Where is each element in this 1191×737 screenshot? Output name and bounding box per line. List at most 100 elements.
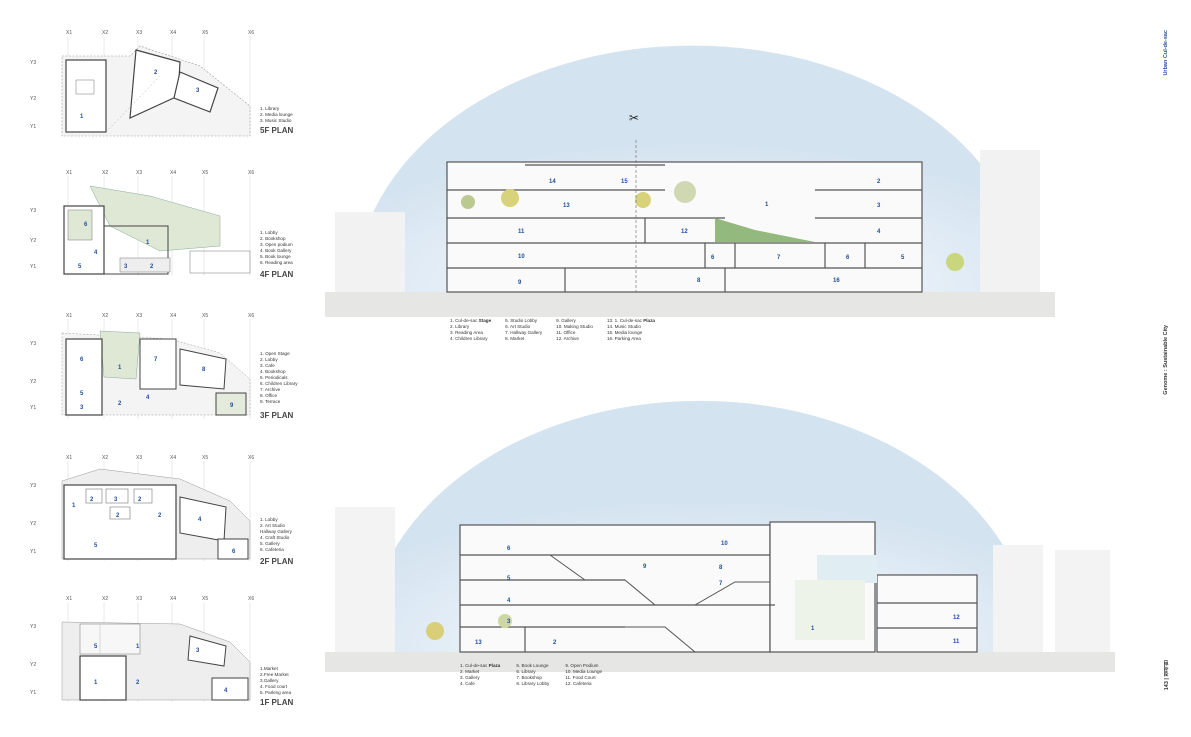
legend-item: 2. Library bbox=[450, 324, 470, 329]
legend-column: 5. Book Lounge 6. Library 7. Bookshop 8.… bbox=[516, 663, 549, 687]
space-label: 7 bbox=[719, 581, 723, 587]
room-label: 2 bbox=[116, 513, 120, 519]
plan-5f-drawing bbox=[61, 36, 251, 137]
axis-x1: X1 bbox=[66, 30, 73, 36]
axis-x6: X6 bbox=[248, 313, 255, 319]
space-label: 2 bbox=[877, 179, 881, 185]
space-label: 4 bbox=[877, 229, 881, 235]
legend-item: 3. Music Studio bbox=[260, 118, 292, 123]
axis-y3: Y3 bbox=[30, 208, 37, 214]
axis-x3: X3 bbox=[136, 455, 143, 461]
legend-item: 1. Lobby bbox=[260, 517, 278, 522]
room-label: 1 bbox=[94, 680, 98, 686]
plan-2f: X1 X2 X3 X4 X5 X6 Y3 Y2 Y1 1 2 3 2 2 2 bbox=[30, 455, 320, 570]
legend-item: 1. Library bbox=[260, 106, 280, 111]
legend-item: 7. Hallway Gallery bbox=[505, 330, 543, 335]
space-label: 3 bbox=[507, 619, 511, 625]
room-label: 4 bbox=[146, 395, 150, 401]
axis-y2: Y2 bbox=[30, 662, 37, 668]
space-label: 6 bbox=[507, 546, 511, 552]
legend-column: 1. Cul-de-sac Stage 2. Library 3. Readin… bbox=[450, 318, 491, 342]
axis-x4: X4 bbox=[170, 170, 177, 176]
side-title-middle: Genome : Sustainable City bbox=[1163, 325, 1169, 395]
legend-item: 12. Cafeteria bbox=[565, 681, 592, 686]
room-label: 5 bbox=[94, 644, 98, 650]
axis-x6: X6 bbox=[248, 596, 255, 602]
section-1-labels: 14 15 2 13 1 3 11 12 4 10 6 7 6 5 9 8 16 bbox=[518, 179, 905, 286]
legend-item: 11. Office bbox=[556, 330, 576, 335]
legend-item: 8. Library Lobby bbox=[516, 681, 550, 686]
axis-y1: Y1 bbox=[30, 549, 37, 555]
floor-plans-column: X1 X2 X3 X4 X5 X6 Y3 Y2 Y1 1 2 3 1. Libr… bbox=[0, 0, 320, 737]
legend-item: 15. Media lounge bbox=[606, 330, 643, 335]
legend-column: 9. Open Podium 10. Media Lounge 11. Food… bbox=[565, 663, 602, 687]
axis-y2: Y2 bbox=[30, 521, 37, 527]
legend-item: 13. 1. Cul-de-sac Plaza bbox=[607, 318, 655, 324]
space-label: 6 bbox=[711, 255, 715, 261]
space-label: 8 bbox=[719, 565, 723, 571]
room-label: 3 bbox=[196, 88, 200, 94]
plan-3f: X1 X2 X3 X4 X5 X6 Y3 Y2 Y1 6 1 7 8 5 2 4 bbox=[30, 313, 320, 428]
space-label: 10 bbox=[721, 541, 728, 547]
room-label: 5 bbox=[94, 543, 98, 549]
legend-item: 2.Free Market bbox=[260, 672, 289, 677]
room-label: 6 bbox=[232, 549, 236, 555]
legend-item: 3. Cafe bbox=[260, 363, 275, 368]
room-label: 4 bbox=[224, 688, 228, 694]
axis-y3: Y3 bbox=[30, 341, 37, 347]
legend-item: 3. Reading Area bbox=[450, 330, 483, 335]
plan-1f: X1 X2 X3 X4 X5 X6 Y3 Y2 Y1 5 1 3 1 2 4 bbox=[30, 596, 320, 711]
legend-bold: Plaza bbox=[488, 663, 501, 668]
legend-item: 5. Parking area bbox=[260, 690, 292, 695]
space-label: 16 bbox=[833, 278, 840, 284]
space-label: 1 bbox=[765, 202, 769, 208]
legend-item: 7. Bookshop bbox=[516, 675, 542, 680]
legend-item: 5. Gallery bbox=[260, 541, 280, 546]
legend-item: 4. Cafe bbox=[460, 681, 475, 686]
space-label: 6 bbox=[846, 255, 850, 261]
axis-y3: Y3 bbox=[30, 60, 37, 66]
side-title-top: Urban Cul-de-sac bbox=[1163, 30, 1169, 76]
plan-1f-drawing bbox=[61, 602, 251, 702]
plan-3f-drawing bbox=[61, 319, 251, 419]
plan-2f-legend: 1. Lobby 2. Art Studio Hallway Gallery 4… bbox=[260, 517, 292, 553]
room-label: 8 bbox=[202, 367, 206, 373]
page-number: 143 bbox=[1164, 681, 1170, 691]
space-label: 13 bbox=[475, 640, 482, 646]
axis-x6: X6 bbox=[248, 455, 255, 461]
legend-bold: Plaza bbox=[643, 318, 655, 323]
legend-item: 9. Terrace bbox=[260, 399, 281, 404]
plan-4f-title: 4F PLAN bbox=[260, 270, 294, 279]
legend-item: 9. Gallery bbox=[556, 318, 576, 323]
axis-x2: X2 bbox=[102, 313, 109, 319]
legend-item: 4. Craft Studio bbox=[260, 535, 290, 540]
legend-item: 6. Cafeteria bbox=[260, 547, 284, 552]
plan-1f-title: 1F PLAN bbox=[260, 698, 294, 707]
room-label: 3 bbox=[196, 648, 200, 654]
room-label: 4 bbox=[94, 250, 98, 256]
space-label: 9 bbox=[643, 564, 647, 570]
plan-5f-title: 5F PLAN bbox=[260, 126, 294, 135]
legend-item: 6. Library bbox=[516, 669, 536, 674]
axis-x6: X6 bbox=[248, 30, 255, 36]
axis-x2: X2 bbox=[102, 30, 109, 36]
space-label: 5 bbox=[507, 576, 511, 582]
axis-y2: Y2 bbox=[30, 238, 37, 244]
axis-x5: X5 bbox=[202, 596, 209, 602]
scissors-icon: ✂ bbox=[629, 111, 640, 125]
axis-x4: X4 bbox=[170, 30, 177, 36]
plan-5f: X1 X2 X3 X4 X5 X6 Y3 Y2 Y1 1 2 3 1. Libr… bbox=[30, 30, 320, 145]
room-label: 2 bbox=[158, 513, 162, 519]
room-label: 1 bbox=[72, 503, 76, 509]
legend-column: 1. Cul-de-sac Plaza 2. Market 3. Gallery… bbox=[460, 663, 500, 687]
legend-item: 2. Art Studio bbox=[260, 523, 286, 528]
plan-4f: X1 X2 X3 X4 X5 X6 Y3 Y2 Y1 6 1 4 5 3 2 bbox=[30, 170, 320, 285]
room-label: 1 bbox=[118, 365, 122, 371]
axis-y1: Y1 bbox=[30, 690, 37, 696]
axis-y3: Y3 bbox=[30, 624, 37, 630]
plan-1f-labels: 5 1 3 1 2 4 bbox=[94, 644, 228, 694]
space-label: 13 bbox=[563, 203, 570, 209]
plan-4f-legend: 1. Lobby 2. Bookshop 3. Open podium 4. B… bbox=[260, 230, 293, 266]
legend-item: 8. Office bbox=[260, 393, 278, 398]
plan-4f-drawing bbox=[63, 176, 251, 276]
